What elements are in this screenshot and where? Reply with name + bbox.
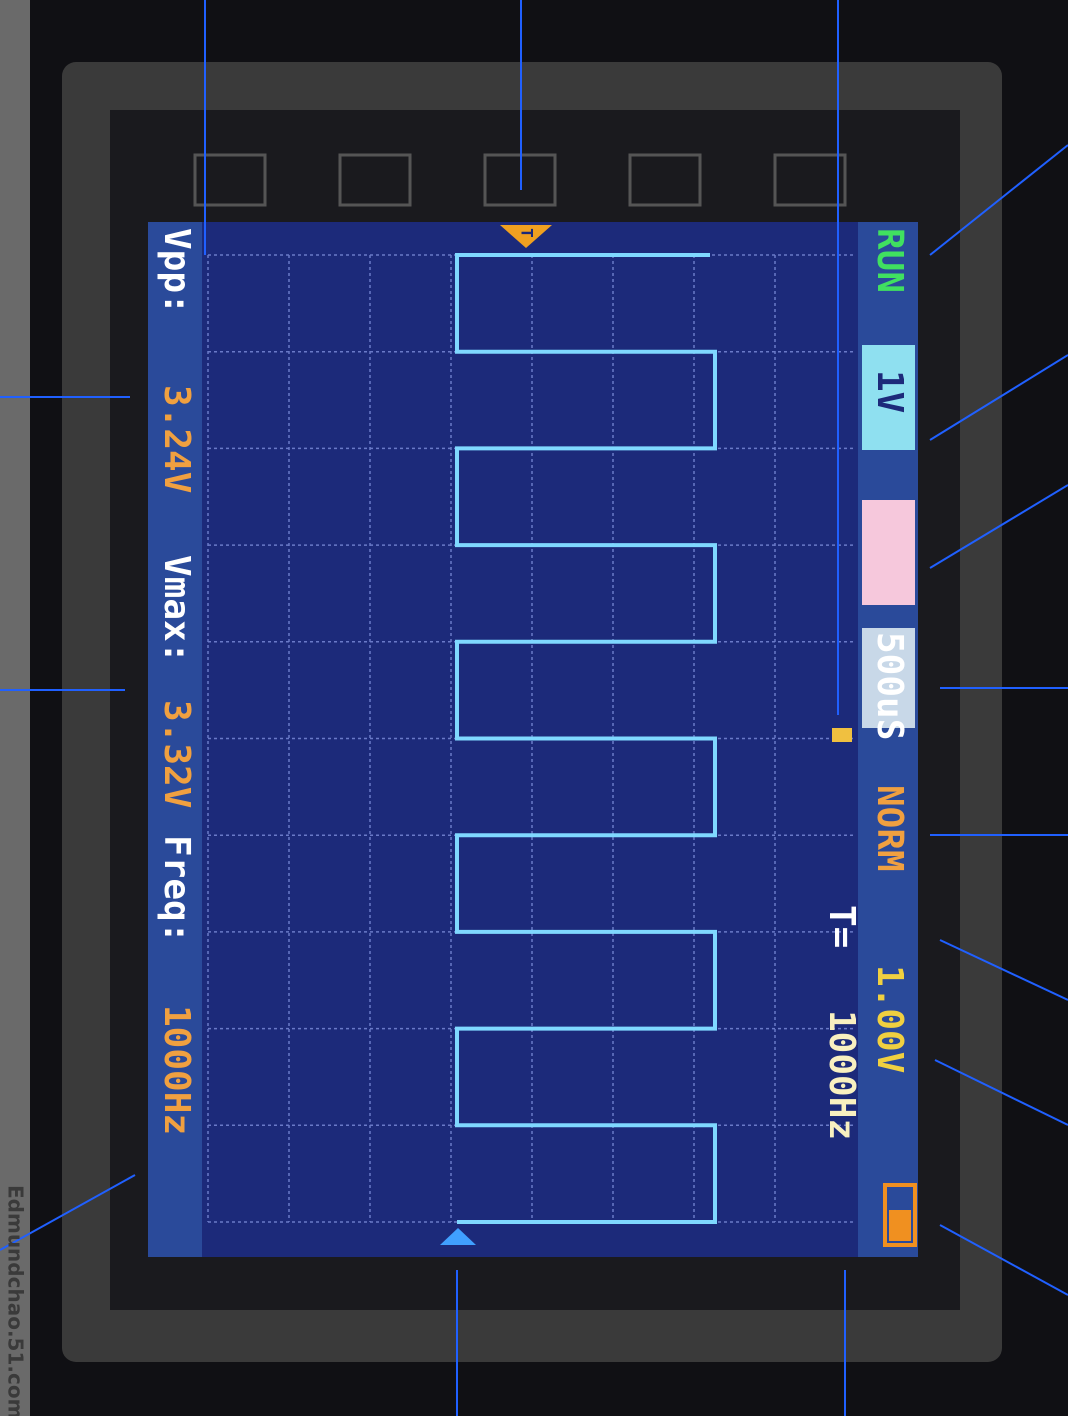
run-status: RUN	[869, 228, 910, 293]
trigger-mode: NORM	[869, 785, 910, 872]
volts-div: 1V	[869, 370, 910, 413]
watermark: Edmundchao.51.com	[4, 1185, 28, 1416]
trigger-freq-label: T=	[821, 905, 862, 948]
time-marker	[440, 1228, 476, 1245]
vpp-value: 3.24V	[156, 385, 197, 493]
time-box	[862, 628, 915, 728]
trigger-pos-marker	[500, 225, 552, 248]
measure-bar	[148, 222, 202, 1257]
time-div: 500uS	[869, 632, 910, 740]
volts-box	[862, 345, 915, 450]
icons	[193, 153, 847, 207]
trigger-freq: 1000Hz	[821, 1010, 862, 1140]
vmax-value: 3.32V	[156, 700, 197, 808]
left-edge	[0, 0, 30, 1416]
battery	[883, 1183, 917, 1247]
grid	[207, 254, 855, 1223]
trigger-marker: T	[518, 228, 537, 238]
freq-label: Freq:	[156, 835, 197, 943]
level-marker	[832, 728, 852, 742]
waveform	[455, 253, 717, 1224]
vpp-label: Vpp:	[156, 228, 197, 315]
trigger-level: 1.00V	[869, 965, 910, 1073]
freq-value: 1000Hz	[156, 1005, 197, 1135]
vmax-label: Vmax:	[156, 555, 197, 663]
battery-level	[889, 1210, 911, 1241]
coupling-box	[862, 500, 915, 605]
